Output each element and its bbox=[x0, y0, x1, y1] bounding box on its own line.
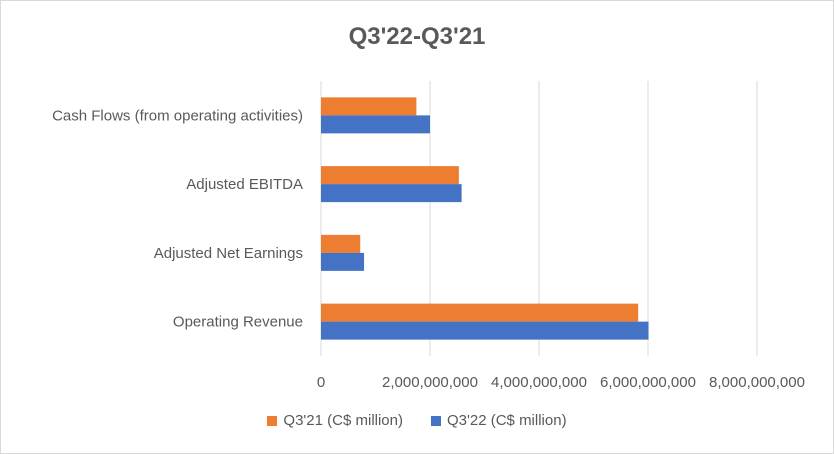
legend: Q3'21 (C$ million) Q3'22 (C$ million) bbox=[1, 412, 833, 429]
bar bbox=[321, 184, 462, 203]
bar bbox=[321, 321, 649, 340]
x-tick-label: 8,000,000,000 bbox=[709, 374, 805, 391]
x-tick-label: 2,000,000,000 bbox=[382, 374, 478, 391]
category-label: Adjusted EBITDA bbox=[186, 176, 303, 193]
legend-item-q3-21: Q3'21 (C$ million) bbox=[267, 412, 403, 429]
legend-label-q3-21: Q3'21 (C$ million) bbox=[283, 412, 403, 429]
bar bbox=[321, 303, 639, 322]
bar bbox=[321, 234, 361, 253]
bar bbox=[321, 166, 459, 185]
x-tick-label: 0 bbox=[317, 374, 325, 391]
chart-title: Q3'22-Q3'21 bbox=[348, 23, 486, 50]
legend-label-q3-22: Q3'22 (C$ million) bbox=[447, 412, 567, 429]
legend-swatch-q3-22 bbox=[431, 415, 441, 426]
category-label: Operating Revenue bbox=[173, 314, 303, 331]
category-label: Adjusted Net Earnings bbox=[154, 245, 303, 262]
x-tick-label: 6,000,000,000 bbox=[600, 374, 696, 391]
legend-item-q3-22: Q3'22 (C$ million) bbox=[431, 412, 567, 429]
x-tick-label: 4,000,000,000 bbox=[491, 374, 587, 391]
bar bbox=[321, 97, 417, 116]
legend-swatch-q3-21 bbox=[267, 415, 278, 426]
bar bbox=[321, 252, 365, 271]
bar bbox=[321, 115, 430, 134]
category-label: Cash Flows (from operating activities) bbox=[52, 107, 303, 124]
